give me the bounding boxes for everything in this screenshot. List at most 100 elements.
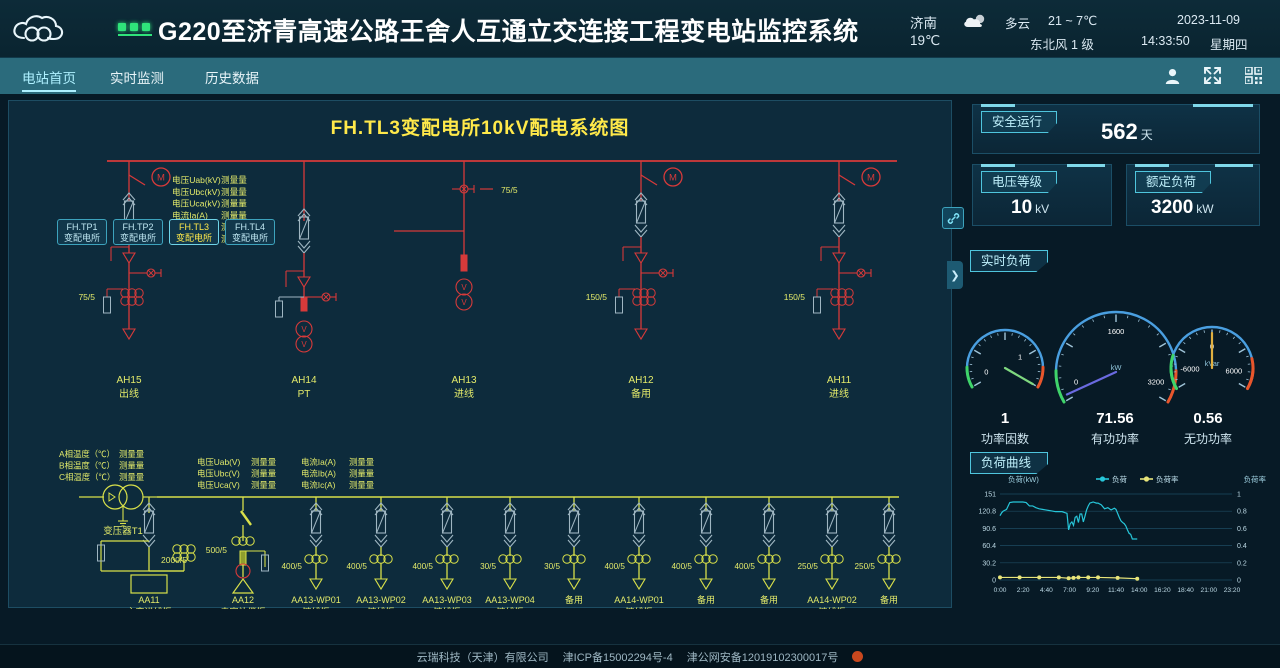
svg-text:30.2: 30.2: [982, 560, 996, 567]
svg-text:60.4: 60.4: [982, 543, 996, 550]
lv-cell-备用[interactable]: 250/5 备用: [855, 497, 901, 605]
lv-cell-备用[interactable]: 400/5 备用: [735, 497, 781, 605]
user-icon[interactable]: [1165, 68, 1180, 89]
lv-cell-name: 馈线柜: [433, 606, 460, 609]
svg-text:负荷(kW): 负荷(kW): [1008, 474, 1039, 484]
nav-item-home[interactable]: 电站首页: [22, 67, 76, 92]
lv-cell-备用[interactable]: 400/5 备用: [672, 497, 718, 605]
lv-cell-tag: 备用: [697, 594, 715, 605]
svg-text:M: M: [867, 173, 875, 184]
lv-cell-name: 馈线柜: [302, 606, 329, 609]
lv-cell-name: 馈线柜: [496, 606, 523, 609]
footer-icp[interactable]: 津ICP备15002294号-4: [562, 651, 673, 664]
svg-text:23:20: 23:20: [1224, 587, 1241, 594]
temp-meas-label: C相温度（℃）: [59, 472, 115, 482]
hv-meas-value: 测量量: [221, 210, 247, 220]
lv-cell-tag: AA13-WP01: [291, 595, 341, 605]
svg-text:0.2: 0.2: [1237, 560, 1247, 567]
svg-text:16:20: 16:20: [1154, 587, 1171, 594]
station-tab-fh-tp1[interactable]: FH.TP1 变配电所: [57, 219, 107, 245]
svg-text:M: M: [157, 173, 165, 184]
lv-volt-value: 测量量: [251, 457, 276, 467]
hv-cell-tag: AH12: [628, 375, 653, 386]
svg-text:7:00: 7:00: [1063, 587, 1076, 594]
hv-meas-value: 测量量: [221, 199, 247, 209]
hv-cell-tag: AH15: [116, 375, 141, 386]
temp-meas-label: B相温度（℃）: [59, 461, 115, 471]
svg-text:V: V: [461, 298, 467, 307]
lv-volt-value: 测量量: [251, 480, 276, 490]
station-tab-code: FH.TP1: [66, 222, 98, 232]
lv-cell-tag: AA14-WP01: [614, 595, 664, 605]
svg-text:V: V: [301, 340, 307, 349]
link-icon[interactable]: [942, 207, 964, 229]
load-curve-title: 负荷曲线: [970, 452, 1049, 474]
lv-cell-AA12[interactable]: 500/5 AA12电容补偿柜: [206, 497, 269, 609]
svg-text:14:00: 14:00: [1131, 587, 1148, 594]
hv-cell-name: 备用: [631, 387, 651, 400]
svg-text:400/5: 400/5: [347, 562, 368, 571]
station-tab-fh-tp2[interactable]: FH.TP2 变配电所: [113, 219, 163, 245]
svg-text:0.8: 0.8: [1237, 509, 1247, 516]
lv-cell-name: 馈线柜: [625, 606, 652, 609]
transformer-label: 变压器T1: [103, 525, 143, 537]
station-tab-sub: 变配电所: [231, 233, 268, 243]
lv-cell-备用[interactable]: 30/5 备用: [544, 497, 586, 605]
lv-cell-tag: AA13-WP04: [485, 595, 535, 605]
svg-text:151: 151: [984, 492, 996, 499]
chart-legend: 负荷 负荷率: [1096, 474, 1179, 484]
temp-meas-value: 测量量: [119, 449, 144, 459]
svg-text:75/5: 75/5: [501, 185, 518, 195]
svg-text:1: 1: [1237, 492, 1241, 499]
svg-text:250/5: 250/5: [798, 562, 819, 571]
lv-cell-name: 电容补偿柜: [220, 606, 265, 609]
svg-text:V: V: [461, 283, 467, 292]
chevron-right-icon[interactable]: ❯: [947, 261, 963, 289]
station-tab-fh-tl3[interactable]: FH.TL3 变配电所: [169, 219, 219, 245]
lv-curr-label: 电流Ia(A): [301, 457, 336, 467]
hv-cell-tag: AH11: [827, 375, 852, 386]
lv-volt-label: 电压Uab(V): [197, 457, 240, 467]
page-title: G220至济青高速公路王舍人互通立交连接工程变电站监控系统: [158, 18, 859, 46]
lv-cell-AA11[interactable]: 2000/5 AA11主变进线柜: [97, 497, 196, 609]
card-rated-load-title: 额定负荷: [1135, 171, 1212, 193]
card-voltage-level-title: 电压等级: [981, 171, 1058, 193]
qrcode-icon[interactable]: [1244, 66, 1263, 89]
lv-cell-tag: 备用: [880, 594, 898, 605]
svg-text:150/5: 150/5: [784, 292, 806, 302]
footer-beian[interactable]: 津公网安备12019102300017号: [686, 651, 839, 664]
nav-item-realtime[interactable]: 实时监测: [110, 71, 164, 86]
svg-text:400/5: 400/5: [413, 562, 434, 571]
lv-curr-value: 测量量: [349, 457, 374, 467]
weather-condition: 多云: [1005, 17, 1031, 31]
current-time: 14:33:50: [1141, 34, 1190, 48]
station-tab-fh-tl4[interactable]: FH.TL4 变配电所: [225, 219, 275, 245]
temp-meas-value: 测量量: [119, 472, 144, 482]
lv-cell-tag: AA12: [232, 595, 254, 605]
hv-cell-tag: AH13: [451, 375, 476, 386]
svg-text:0.6: 0.6: [1237, 526, 1247, 533]
hv-cell-name: PT: [298, 389, 311, 400]
svg-text:400/5: 400/5: [282, 562, 303, 571]
fullscreen-icon[interactable]: [1204, 67, 1221, 89]
svg-text:负荷: 负荷: [1112, 474, 1128, 484]
transformer-t1[interactable]: 变压器T1: [79, 484, 157, 537]
current-weekday: 星期四: [1210, 38, 1248, 52]
nav-item-history[interactable]: 历史数据: [205, 71, 259, 86]
svg-text:0: 0: [1074, 377, 1078, 386]
weather-range: 21 ~ 7℃: [1048, 14, 1098, 28]
hv-cell-AH14[interactable]: VV AH14 PT: [275, 161, 337, 400]
card-voltage-level: 电压等级 10 kV: [972, 164, 1112, 226]
